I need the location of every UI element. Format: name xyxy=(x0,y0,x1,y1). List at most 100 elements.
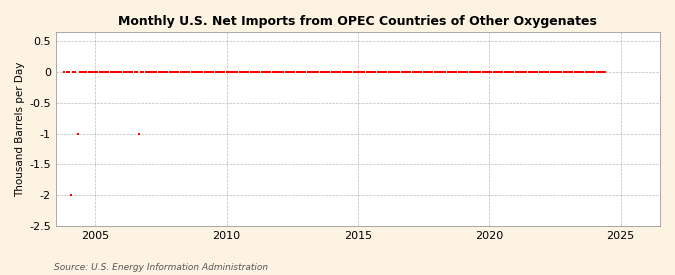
Point xyxy=(83,70,94,74)
Point xyxy=(381,70,392,74)
Point xyxy=(322,70,333,74)
Point xyxy=(254,70,265,74)
Point xyxy=(208,70,219,74)
Point xyxy=(389,70,400,74)
Point xyxy=(576,70,587,74)
Point xyxy=(287,70,298,74)
Point xyxy=(405,70,416,74)
Point xyxy=(195,70,206,74)
Point xyxy=(451,70,462,74)
Point xyxy=(547,70,558,74)
Point xyxy=(239,70,250,74)
Point xyxy=(236,70,247,74)
Point xyxy=(99,70,109,74)
Point xyxy=(155,70,166,74)
Point xyxy=(563,70,574,74)
Point xyxy=(354,70,365,74)
Point xyxy=(134,131,144,136)
Point xyxy=(111,70,122,74)
Point xyxy=(363,70,374,74)
Point xyxy=(302,70,313,74)
Point xyxy=(79,70,90,74)
Point xyxy=(567,70,578,74)
Point xyxy=(497,70,508,74)
Point xyxy=(510,70,521,74)
Point xyxy=(549,70,560,74)
Point xyxy=(479,70,490,74)
Point xyxy=(366,70,377,74)
Point xyxy=(326,70,337,74)
Point xyxy=(500,70,510,74)
Point xyxy=(486,70,497,74)
Point xyxy=(213,70,223,74)
Point xyxy=(329,70,340,74)
Point xyxy=(151,70,162,74)
Point xyxy=(86,70,97,74)
Point xyxy=(92,70,103,74)
Point xyxy=(543,70,554,74)
Point xyxy=(473,70,484,74)
Point xyxy=(160,70,171,74)
Point xyxy=(468,70,479,74)
Point xyxy=(416,70,427,74)
Point xyxy=(392,70,403,74)
Point xyxy=(370,70,381,74)
Point xyxy=(580,70,591,74)
Point xyxy=(528,70,539,74)
Point xyxy=(250,70,261,74)
Point xyxy=(109,70,120,74)
Point xyxy=(348,70,359,74)
Point xyxy=(456,70,466,74)
Point xyxy=(453,70,464,74)
Point xyxy=(482,70,493,74)
Point xyxy=(116,70,127,74)
Point xyxy=(129,70,140,74)
Point xyxy=(560,70,571,74)
Point xyxy=(153,70,164,74)
Point xyxy=(285,70,296,74)
Point xyxy=(105,70,116,74)
Point xyxy=(140,70,151,74)
Point xyxy=(144,70,155,74)
Point xyxy=(197,70,208,74)
Point xyxy=(190,70,201,74)
Point xyxy=(595,70,606,74)
Point xyxy=(523,70,534,74)
Point xyxy=(313,70,324,74)
Point xyxy=(425,70,435,74)
Point xyxy=(508,70,518,74)
Point xyxy=(70,70,81,74)
Point xyxy=(97,70,107,74)
Point xyxy=(304,70,315,74)
Point xyxy=(74,70,85,74)
Point xyxy=(227,70,238,74)
Point xyxy=(317,70,328,74)
Point xyxy=(188,70,199,74)
Point xyxy=(572,70,583,74)
Point xyxy=(342,70,352,74)
Point xyxy=(414,70,425,74)
Point xyxy=(88,70,99,74)
Point xyxy=(263,70,273,74)
Point xyxy=(530,70,541,74)
Point xyxy=(368,70,379,74)
Title: Monthly U.S. Net Imports from OPEC Countries of Other Oxygenates: Monthly U.S. Net Imports from OPEC Count… xyxy=(118,15,597,28)
Point xyxy=(132,70,142,74)
Point xyxy=(565,70,576,74)
Point xyxy=(589,70,599,74)
Point xyxy=(418,70,429,74)
Point xyxy=(470,70,481,74)
Point xyxy=(403,70,414,74)
Point xyxy=(534,70,545,74)
Point xyxy=(107,70,118,74)
Point xyxy=(554,70,565,74)
Point xyxy=(146,70,157,74)
Point xyxy=(394,70,405,74)
Point xyxy=(289,70,300,74)
Point xyxy=(587,70,597,74)
Point xyxy=(438,70,449,74)
Point xyxy=(164,70,175,74)
Point xyxy=(315,70,326,74)
Point xyxy=(387,70,398,74)
Point xyxy=(296,70,306,74)
